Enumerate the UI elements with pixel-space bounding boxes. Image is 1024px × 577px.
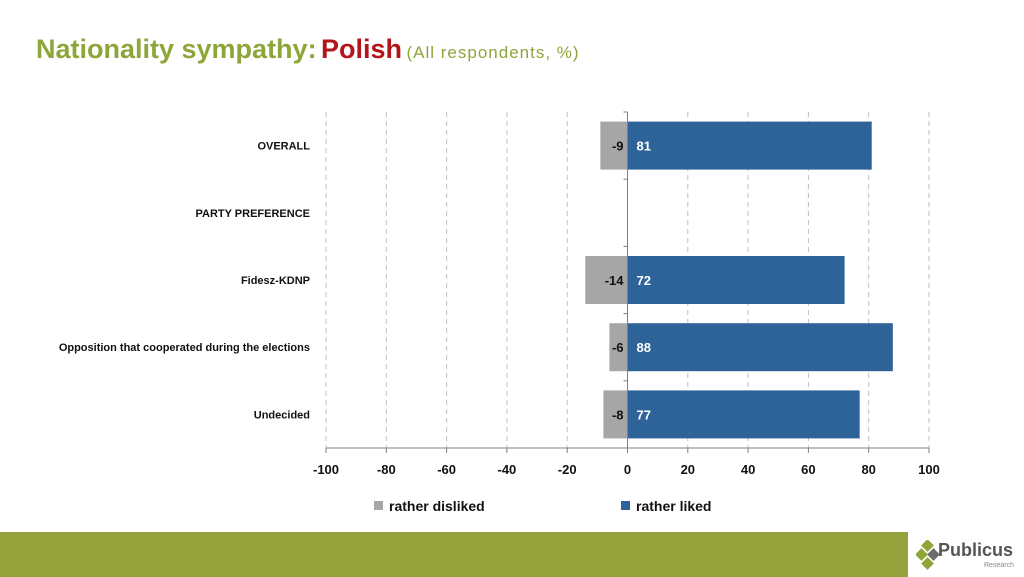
bar-liked (627, 390, 860, 439)
title-subtitle: (All respondents, %) (406, 43, 580, 62)
bar-liked (627, 256, 845, 304)
x-tick-label: 100 (918, 462, 940, 477)
legend-swatch (621, 501, 630, 510)
brand-tagline: Research (984, 562, 1014, 569)
x-tick-label: 80 (861, 462, 875, 477)
chart-title: Nationality sympathy: Polish (All respon… (36, 34, 580, 65)
bar-liked (627, 121, 872, 170)
data-label-disliked: -14 (605, 273, 625, 288)
footer-bar (0, 532, 908, 577)
bar-chart: -9 81 OVERALL PARTY PREFERENCE -14 72 Fidesz-K… (59, 111, 940, 514)
legend-label: rather liked (636, 498, 711, 514)
data-label-liked: 72 (637, 273, 651, 288)
bar-disliked (603, 390, 628, 439)
x-tick-label: 0 (624, 462, 631, 477)
data-label-disliked: -8 (612, 407, 624, 422)
legend-swatch (374, 501, 383, 510)
bar-disliked (600, 121, 628, 170)
title-main: Nationality sympathy: (36, 34, 317, 64)
data-label-liked: 77 (637, 407, 651, 422)
data-label-disliked: -6 (612, 340, 624, 355)
category-label: OVERALL (257, 141, 310, 153)
x-tick-label: -80 (377, 462, 396, 477)
data-label-disliked: -9 (612, 139, 624, 154)
bar-liked (627, 323, 893, 372)
data-label-liked: 88 (637, 340, 651, 355)
category-label: Opposition that cooperated during the el… (59, 342, 310, 354)
data-label-liked: 81 (637, 139, 651, 154)
brand-name: Publicus (938, 540, 1014, 560)
x-tick-label: 40 (741, 462, 755, 477)
brand-logo: Publicus Research (914, 536, 1022, 574)
legend-label: rather disliked (389, 498, 485, 514)
x-tick-label: -60 (437, 462, 456, 477)
bar-disliked (585, 256, 628, 304)
x-tick-label: -40 (498, 462, 517, 477)
x-tick-label: 60 (801, 462, 815, 477)
logo-mark-icon (916, 540, 940, 570)
x-tick-label: -20 (558, 462, 577, 477)
category-label: PARTY PREFERENCE (195, 208, 310, 220)
x-tick-label: 20 (681, 462, 695, 477)
bar-disliked (609, 323, 628, 372)
category-label: Undecided (254, 409, 310, 421)
title-accent: Polish (321, 34, 403, 64)
x-tick-label: -100 (313, 462, 339, 477)
category-label: Fidesz-KDNP (241, 275, 310, 287)
